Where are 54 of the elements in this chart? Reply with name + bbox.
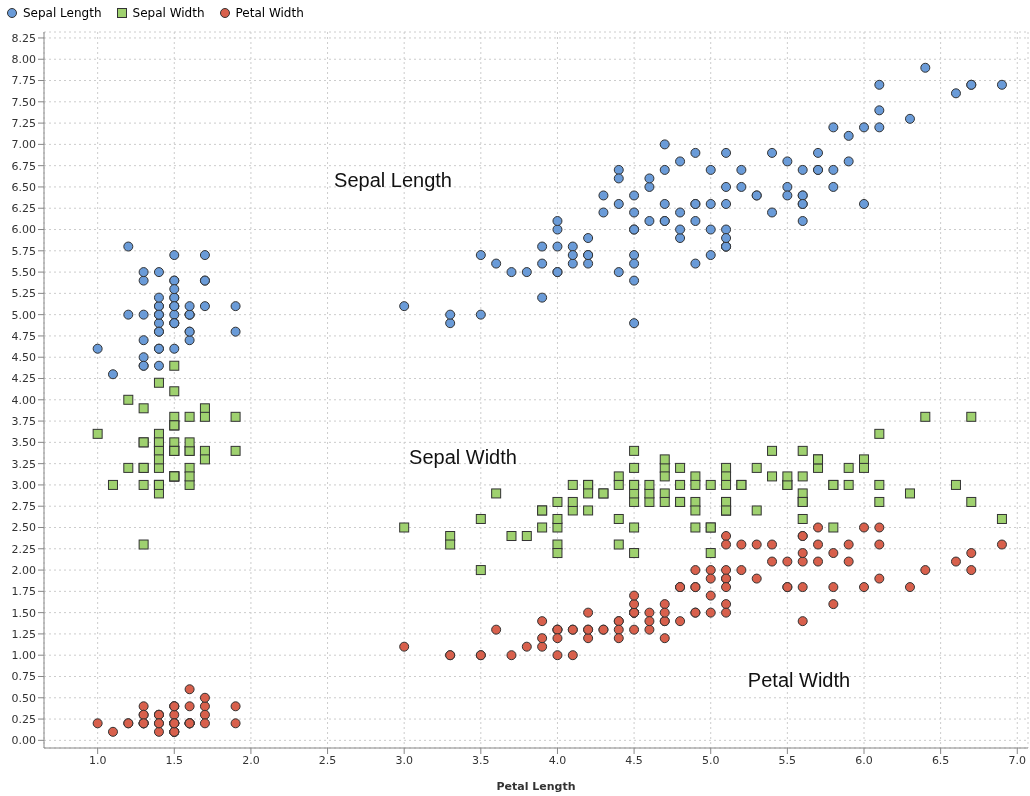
y-tick-label: 3.75 bbox=[11, 414, 36, 428]
y-tick-label: 7.00 bbox=[11, 138, 36, 152]
legend-label: Sepal Length bbox=[22, 6, 102, 20]
y-tick-label: 7.25 bbox=[11, 117, 36, 130]
x-tick-label: 6.0 bbox=[855, 753, 873, 767]
y-tick-label: 5.50 bbox=[11, 265, 36, 279]
x-axis-title: Petal Length bbox=[496, 780, 576, 793]
y-tick-label: 8.25 bbox=[11, 31, 36, 45]
y-tick-label: 2.25 bbox=[11, 542, 36, 556]
x-tick-label: 2.0 bbox=[242, 753, 260, 767]
x-tick-label: 3.5 bbox=[472, 753, 490, 767]
annotation: Petal Width bbox=[747, 668, 851, 692]
y-tick-label: 6.25 bbox=[11, 202, 36, 216]
y-tick-label: 3.25 bbox=[11, 457, 36, 471]
y-tick-label: 0.25 bbox=[11, 712, 36, 726]
y-tick-label: 6.50 bbox=[11, 180, 36, 194]
y-tick-label: 1.25 bbox=[11, 627, 36, 641]
x-tick-label: 3.0 bbox=[395, 753, 413, 767]
x-tick-label: 4.0 bbox=[548, 753, 567, 767]
x-tick-label: 5.0 bbox=[701, 753, 720, 767]
y-tick-label: 7.75 bbox=[11, 74, 36, 88]
y-tick-label: 4.50 bbox=[11, 351, 36, 365]
y-tick-label: 0.75 bbox=[11, 670, 36, 684]
y-tick-label: 5.00 bbox=[11, 308, 36, 322]
x-tick-label: 2.5 bbox=[318, 753, 337, 767]
y-tick-label: 2.75 bbox=[11, 500, 36, 514]
y-tick-label: 1.50 bbox=[11, 606, 36, 620]
x-tick-label: 7.0 bbox=[1008, 753, 1027, 767]
x-tick-label: 6.5 bbox=[931, 753, 950, 767]
y-tick-label: 4.25 bbox=[11, 372, 36, 386]
y-tick-label: 0.50 bbox=[11, 691, 36, 705]
y-tick-label: 3.50 bbox=[11, 436, 36, 450]
y-tick-label: 8.00 bbox=[11, 53, 36, 67]
y-tick-label: 4.75 bbox=[11, 329, 36, 343]
x-tick-label: 1.0 bbox=[88, 753, 107, 767]
y-tick-label: 2.00 bbox=[11, 563, 36, 577]
y-tick-label: 7.50 bbox=[11, 95, 36, 109]
y-tick-label: 0.00 bbox=[11, 734, 36, 748]
y-tick-label: 3.00 bbox=[11, 478, 36, 492]
x-tick-label: 4.5 bbox=[625, 753, 643, 767]
x-tick-label: 5.5 bbox=[778, 753, 797, 767]
y-tick-label: 6.00 bbox=[11, 223, 36, 237]
y-tick-label: 1.00 bbox=[11, 649, 36, 663]
y-tick-label: 5.25 bbox=[11, 287, 36, 301]
legend-label: Sepal Width bbox=[131, 6, 205, 20]
y-tick-label: 5.75 bbox=[11, 244, 36, 258]
x-tick-label: 1.5 bbox=[165, 753, 184, 767]
annotation: Sepal Length bbox=[334, 168, 452, 192]
legend-label: Petal Width bbox=[234, 6, 304, 20]
y-tick-label: 4.00 bbox=[11, 393, 36, 407]
annotation: Sepal Width bbox=[409, 445, 517, 469]
y-tick-label: 1.75 bbox=[11, 585, 36, 599]
y-tick-label: 6.75 bbox=[11, 159, 36, 173]
y-tick-label: 2.50 bbox=[11, 521, 36, 535]
